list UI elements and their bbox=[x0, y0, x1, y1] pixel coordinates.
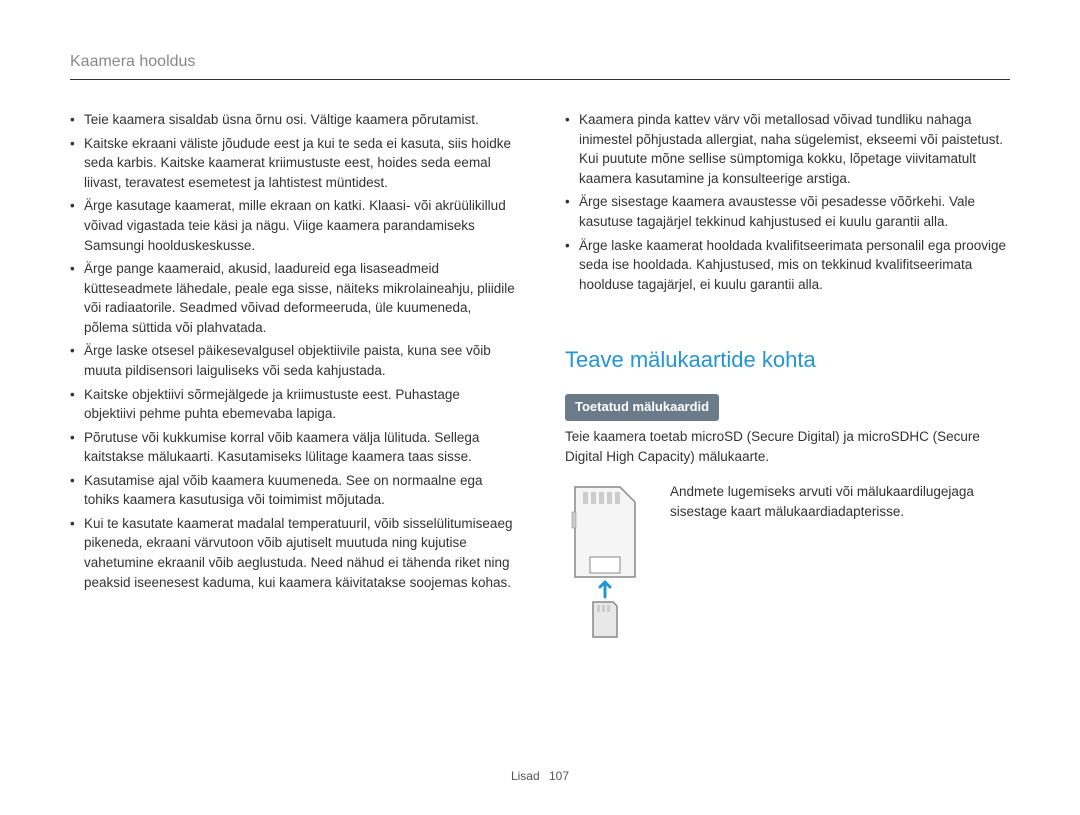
list-item: Kasutamise ajal võib kaamera kuumeneda. … bbox=[70, 471, 515, 510]
memory-card-diagram bbox=[565, 482, 650, 648]
list-item: Kui te kasutate kaamerat madalal tempera… bbox=[70, 514, 515, 592]
page-footer: Lisad 107 bbox=[511, 768, 569, 785]
list-item: Kaamera pinda kattev värv või metallosad… bbox=[565, 110, 1010, 188]
left-bullet-list: Teie kaamera sisaldab üsna õrnu osi. Väl… bbox=[70, 110, 515, 592]
content-columns: Teie kaamera sisaldab üsna õrnu osi. Väl… bbox=[70, 110, 1010, 647]
section-heading: Teave mälukaartide kohta bbox=[565, 344, 1010, 376]
card-note-text: Andmete lugemiseks arvuti või mälukaardi… bbox=[670, 482, 1010, 521]
title-divider bbox=[70, 79, 1010, 80]
left-column: Teie kaamera sisaldab üsna õrnu osi. Väl… bbox=[70, 110, 515, 647]
list-item: Ärge pange kaameraid, akusid, laadureid … bbox=[70, 259, 515, 337]
list-item: Kaitske objektiivi sõrmejälgede ja kriim… bbox=[70, 385, 515, 424]
right-bullet-list: Kaamera pinda kattev värv või metallosad… bbox=[565, 110, 1010, 294]
right-column: Kaamera pinda kattev värv või metallosad… bbox=[565, 110, 1010, 647]
page-title: Kaamera hooldus bbox=[70, 50, 1010, 73]
list-item: Ärge kasutage kaamerat, mille ekraan on … bbox=[70, 196, 515, 255]
list-item: Ärge sisestage kaamera avaustesse või pe… bbox=[565, 192, 1010, 231]
list-item: Kaitske ekraani väliste jõudude eest ja … bbox=[70, 134, 515, 193]
subsection-label: Toetatud mälukaardid bbox=[565, 394, 719, 421]
subsection-text: Teie kaamera toetab microSD (Secure Digi… bbox=[565, 427, 1010, 466]
memory-card-row: Andmete lugemiseks arvuti või mälukaardi… bbox=[565, 482, 1010, 648]
page-number: 107 bbox=[549, 769, 569, 783]
list-item: Ärge laske kaamerat hooldada kvalifitsee… bbox=[565, 236, 1010, 295]
sd-card-icon bbox=[565, 482, 650, 642]
list-item: Ärge laske otsesel päikesevalgusel objek… bbox=[70, 341, 515, 380]
footer-label: Lisad bbox=[511, 769, 540, 783]
list-item: Teie kaamera sisaldab üsna õrnu osi. Väl… bbox=[70, 110, 515, 130]
list-item: Põrutuse või kukkumise korral võib kaame… bbox=[70, 428, 515, 467]
